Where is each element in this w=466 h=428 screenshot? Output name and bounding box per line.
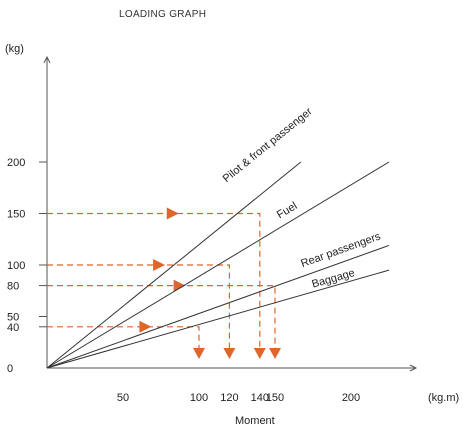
- series-line-2: [46, 161, 390, 369]
- x-axis-arrowhead: [409, 364, 418, 372]
- y-axis-arrowhead: [43, 55, 51, 64]
- guide-line-2: [47, 264, 230, 356]
- guide-line-1: [47, 212, 261, 356]
- guide-arrow-right-1: [166, 207, 179, 220]
- guide-arrow-down-2: [223, 348, 236, 359]
- chart-title: LOADING GRAPH: [119, 9, 206, 20]
- x-tick-label: 200: [342, 392, 360, 404]
- y-tick-label: 200: [7, 157, 25, 169]
- series-line-3: [46, 244, 390, 369]
- guide-arrow-right-3: [173, 279, 186, 292]
- x-axis-unit: (kg.m): [428, 392, 459, 404]
- y-axis-unit: (kg): [5, 43, 24, 55]
- y-tick-label: 80: [7, 281, 19, 293]
- guide-arrow-down-1: [253, 348, 266, 359]
- x-tick-label: 50: [117, 392, 129, 404]
- y-tick-label: 50: [7, 312, 19, 324]
- y-tick-label: 100: [7, 260, 25, 272]
- y-tick-label: 40: [7, 322, 19, 334]
- x-tick-label: 150: [266, 392, 284, 404]
- guide-arrow-right-4: [139, 320, 152, 333]
- series-line-4: [46, 269, 390, 369]
- series-line-1: [46, 161, 302, 369]
- y-tick-label: 0: [7, 363, 13, 375]
- series-label-4: Baggage: [311, 267, 357, 291]
- series-label-3: Rear passengers: [299, 230, 382, 270]
- guide-arrow-down-3: [269, 348, 281, 359]
- x-tick-label: 100: [190, 392, 208, 404]
- guide-arrow-right-2: [153, 259, 166, 271]
- x-axis-label: Moment: [235, 415, 275, 427]
- y-tick-label: 150: [7, 209, 25, 221]
- guide-arrow-down-4: [193, 348, 205, 359]
- reading-guides: [47, 207, 281, 359]
- x-tick-label: 120: [220, 392, 238, 404]
- series-label-1: Pilot & front passenger: [221, 105, 315, 185]
- x-tick-label: 140: [251, 392, 269, 404]
- guide-line-3: [47, 285, 276, 356]
